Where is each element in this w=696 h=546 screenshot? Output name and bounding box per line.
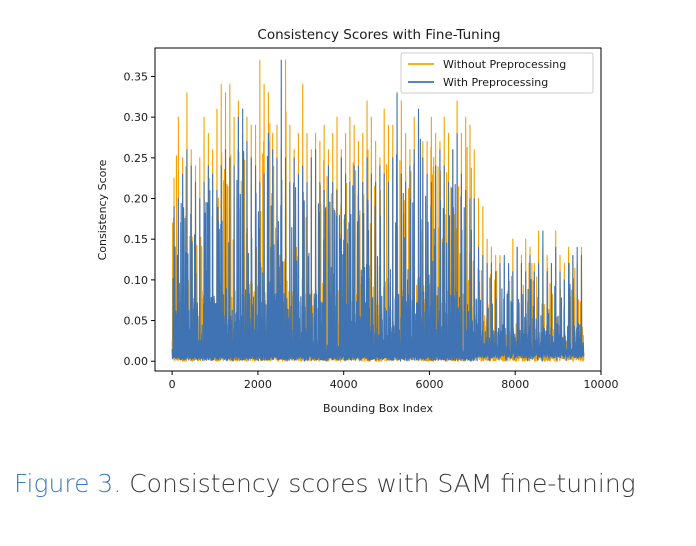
x-tick-label: 6000 (415, 378, 443, 391)
legend: Without Preprocessing With Preprocessing (400, 52, 594, 94)
y-tick-label: 0.00 (124, 355, 149, 368)
y-tick-label: 0.25 (124, 152, 149, 165)
chart-title: Consistency Scores with Fine-Tuning (257, 27, 500, 43)
y-tick-label: 0.20 (124, 193, 149, 206)
y-tick-label: 0.15 (124, 233, 149, 246)
x-tick-label: 2000 (244, 378, 272, 391)
y-tick-label: 0.10 (124, 274, 149, 287)
chart: Consistency Scores with Fine-Tuning 0 200… (96, 27, 619, 415)
figure-caption-text: Consistency scores with SAM fine-tuning (129, 469, 636, 498)
series-line-with-preprocessing (171, 59, 585, 362)
y-axis: 0.00 0.05 0.10 0.15 0.20 0.25 0.30 0.35 (124, 70, 155, 368)
legend-label-without-preprocessing: Without Preprocessing (443, 58, 566, 71)
x-tick-label: 4000 (330, 378, 358, 391)
figure-label: Figure 3. (14, 469, 122, 498)
y-tick-label: 0.35 (124, 70, 149, 83)
x-tick-label: 0 (169, 378, 176, 391)
figure-caption: Figure 3. Consistency scores with SAM fi… (14, 466, 674, 502)
plot-frame (154, 47, 602, 372)
legend-box (400, 52, 594, 94)
y-axis-label: Consistency Score (96, 159, 109, 260)
x-axis: 0 2000 4000 6000 8000 10000 (169, 371, 619, 391)
x-tick-label: 10000 (584, 378, 619, 391)
plot-area (171, 59, 585, 362)
y-tick-label: 0.05 (124, 315, 149, 328)
x-tick-label: 8000 (501, 378, 529, 391)
x-axis-label: Bounding Box Index (323, 402, 433, 415)
y-tick-label: 0.30 (124, 111, 149, 124)
legend-label-with-preprocessing: With Preprocessing (443, 76, 548, 89)
